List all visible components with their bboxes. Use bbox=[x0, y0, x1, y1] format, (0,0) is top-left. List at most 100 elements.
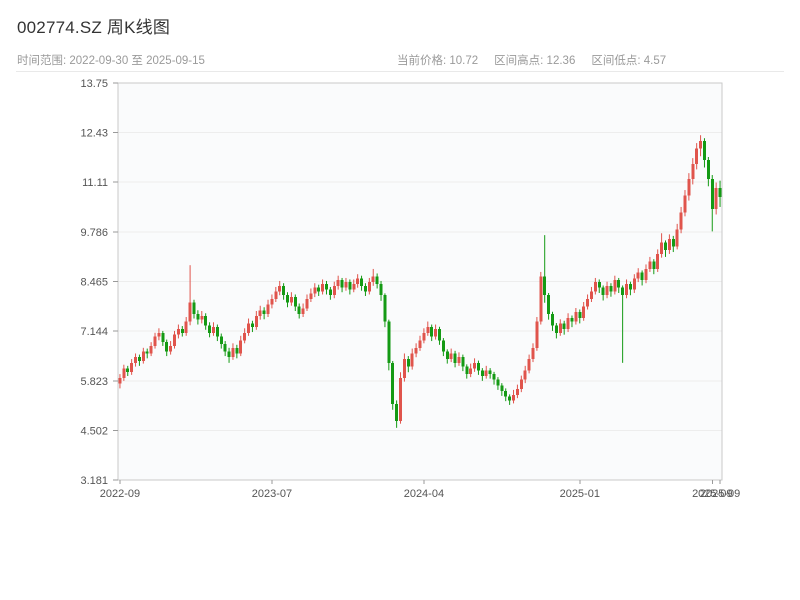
candle-body bbox=[313, 287, 317, 294]
candle-body bbox=[543, 276, 547, 296]
candle-body bbox=[699, 141, 703, 149]
candle-body bbox=[215, 327, 219, 337]
candle-body bbox=[387, 321, 391, 363]
range-low-label: 区间低点: 4.57 bbox=[591, 55, 667, 67]
candle-body bbox=[617, 280, 621, 288]
candle-body bbox=[293, 297, 297, 307]
candle-body bbox=[286, 295, 290, 303]
x-tick-label: 2024-04 bbox=[404, 488, 444, 500]
candle-body bbox=[621, 287, 625, 296]
candle-body bbox=[508, 396, 512, 401]
range-high-label: 区间高点: 12.36 bbox=[494, 55, 576, 67]
candle-body bbox=[582, 306, 586, 318]
candle-body bbox=[391, 362, 395, 405]
candle-body bbox=[317, 287, 321, 292]
x-tick-label: 2025-09 bbox=[692, 488, 732, 500]
price-stats: 当前价格: 10.72 区间高点: 12.36 区间低点: 4.57 bbox=[397, 52, 666, 68]
candle-body bbox=[515, 389, 519, 395]
candle-body bbox=[640, 272, 644, 281]
candle-body bbox=[169, 345, 173, 352]
candle-body bbox=[535, 321, 539, 348]
candle-body bbox=[469, 368, 473, 375]
candle-body bbox=[710, 178, 714, 209]
candle-body bbox=[165, 342, 169, 352]
candle-body bbox=[134, 357, 138, 363]
candle-body bbox=[453, 353, 457, 363]
candle-body bbox=[512, 394, 516, 401]
candle-body bbox=[566, 317, 570, 330]
candle-body bbox=[360, 278, 364, 286]
candle-body bbox=[282, 285, 286, 296]
candle-body bbox=[550, 314, 554, 326]
candle-body bbox=[679, 212, 683, 230]
candle-body bbox=[356, 278, 360, 284]
y-tick-label: 5.823 bbox=[80, 376, 108, 388]
candle-body bbox=[406, 359, 410, 367]
candle-body bbox=[184, 321, 188, 333]
y-tick-label: 11.11 bbox=[82, 177, 108, 189]
candle-body bbox=[593, 282, 597, 292]
date-range-label: 时间范围: 2022-09-30 至 2025-09-15 bbox=[17, 55, 205, 67]
candle-body bbox=[137, 357, 141, 361]
candle-body bbox=[149, 345, 153, 354]
candle-body bbox=[211, 327, 215, 333]
candle-body bbox=[262, 310, 266, 315]
candle-body bbox=[465, 366, 469, 375]
y-tick-label: 13.75 bbox=[80, 78, 108, 90]
candle-body bbox=[118, 377, 122, 384]
candle-body bbox=[141, 351, 145, 361]
candle-body bbox=[250, 323, 254, 328]
candle-body bbox=[539, 276, 543, 322]
candle-body bbox=[301, 308, 305, 315]
candle-body bbox=[504, 391, 508, 397]
candle-body bbox=[395, 404, 399, 422]
candle-body bbox=[706, 160, 710, 179]
candle-body bbox=[235, 347, 239, 354]
candle-body bbox=[270, 298, 274, 305]
candle-body bbox=[375, 276, 379, 284]
candle-body bbox=[449, 353, 453, 360]
candle-body bbox=[675, 229, 679, 247]
candle-body bbox=[219, 336, 223, 345]
candle-body bbox=[196, 314, 200, 320]
candle-body bbox=[340, 280, 344, 288]
candle-body bbox=[157, 332, 161, 337]
candle-body bbox=[500, 385, 504, 392]
candle-body bbox=[336, 280, 340, 286]
candle-body bbox=[609, 285, 613, 292]
candle-body bbox=[383, 295, 387, 322]
candle-body bbox=[644, 268, 648, 281]
candle-body bbox=[223, 344, 227, 352]
candle-body bbox=[457, 357, 461, 363]
candle-body bbox=[461, 357, 465, 367]
candle-body bbox=[243, 332, 247, 341]
candle-body bbox=[200, 315, 204, 320]
candle-body bbox=[554, 325, 558, 333]
candle-body bbox=[667, 238, 671, 251]
y-tick-label: 4.502 bbox=[80, 425, 108, 437]
candle-body bbox=[473, 362, 477, 369]
candle-body bbox=[332, 285, 336, 296]
candle-body bbox=[173, 334, 177, 346]
current-price-label: 当前价格: 10.72 bbox=[397, 55, 479, 67]
candle-body bbox=[426, 327, 430, 333]
candle-body bbox=[188, 302, 192, 322]
candle-body bbox=[254, 315, 258, 328]
candle-body bbox=[204, 315, 208, 326]
candle-body bbox=[589, 291, 593, 299]
candle-body bbox=[208, 325, 212, 333]
candle-body bbox=[691, 163, 695, 179]
candle-body bbox=[130, 362, 134, 373]
candle-body bbox=[702, 141, 706, 161]
candle-body bbox=[278, 285, 282, 292]
x-tick-label: 2023-07 bbox=[252, 488, 292, 500]
candle-body bbox=[414, 347, 418, 354]
candle-body bbox=[192, 302, 196, 315]
candle-body bbox=[321, 283, 325, 292]
candle-body bbox=[605, 285, 609, 296]
candle-body bbox=[328, 289, 332, 296]
candle-body bbox=[430, 327, 434, 337]
header-divider bbox=[16, 71, 784, 72]
